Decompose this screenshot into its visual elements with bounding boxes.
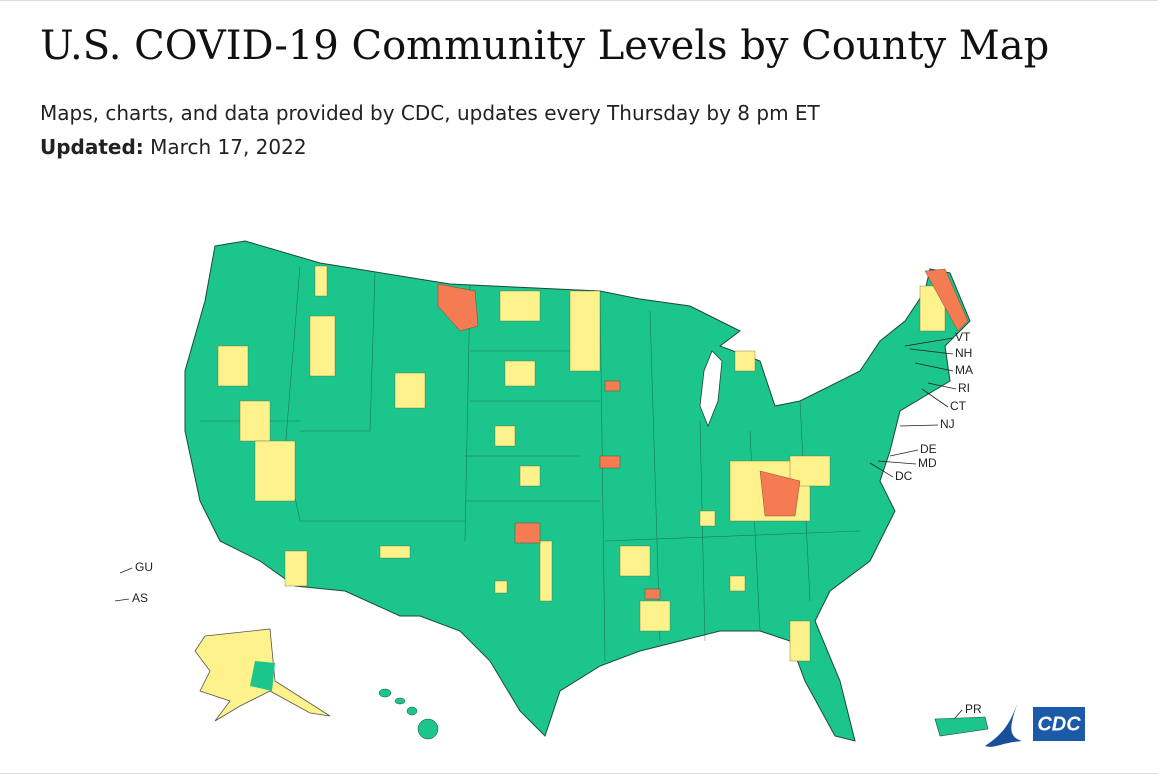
state-label: VT [955, 330, 971, 344]
leader-line [909, 348, 954, 355]
state-label: MA [955, 363, 973, 377]
state-label: DE [920, 442, 937, 456]
leader-line [119, 567, 133, 574]
leader-line [921, 388, 949, 408]
cdc-logo-text: CDC [1037, 713, 1081, 735]
hhs-logo [985, 701, 1022, 747]
puerto-rico [934, 716, 989, 737]
alaska-green [250, 661, 275, 691]
updated: Updated: March 17, 2022 [40, 135, 307, 159]
subtitle: Maps, charts, and data provided by CDC, … [40, 101, 820, 125]
territory-label: GU [135, 560, 153, 574]
territory-label: PR [965, 702, 982, 716]
state-label: MD [918, 456, 937, 470]
leader-line [869, 462, 894, 478]
leader-line [904, 337, 954, 347]
leader-line [877, 460, 917, 465]
high-counties [437, 268, 969, 600]
cdc-logo-box [1033, 707, 1085, 741]
leader-line [899, 424, 939, 427]
state-label: DC [895, 469, 913, 483]
leader-line [927, 382, 957, 390]
leader-line [114, 598, 130, 602]
state-label: CT [950, 399, 967, 413]
moderate-counties [217, 265, 946, 662]
state-label: NH [955, 346, 972, 360]
state-label: RI [958, 381, 970, 395]
us-mainland [184, 240, 971, 742]
leader-line [954, 709, 963, 719]
title: U.S. COVID-19 Community Levels by County… [40, 23, 1050, 69]
leader-line [914, 362, 954, 372]
state-label: NJ [940, 417, 955, 431]
territory-label: AS [132, 591, 148, 605]
updated-label: Updated: [40, 135, 144, 159]
hawaii [378, 688, 439, 740]
lake-michigan [699, 350, 723, 428]
leader-line [889, 449, 919, 457]
updated-date: March 17, 2022 [150, 135, 307, 159]
